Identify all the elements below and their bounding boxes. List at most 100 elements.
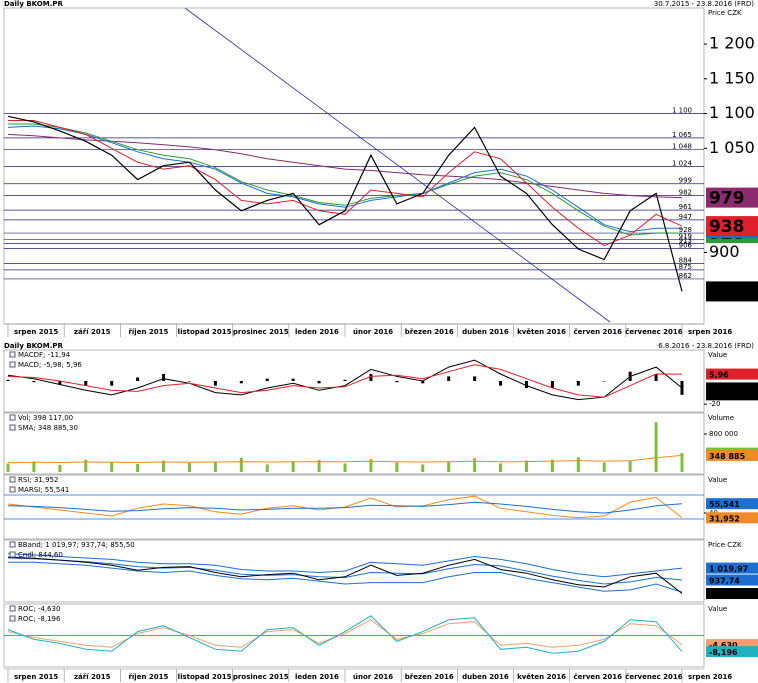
legend-label: Vol; 398 117,00 [18,414,73,422]
value-box-label: 844 [709,282,745,302]
legend-icon [9,541,16,548]
bar [499,381,503,386]
month-label: červen 2016 [573,673,622,681]
bar [602,381,606,382]
legend-icon [9,424,16,431]
value-box [706,368,758,380]
month-label-top: březen 2016 [405,328,454,336]
bar [550,381,554,388]
month-label-top: červenec 2016 [625,328,683,336]
bar [239,457,243,472]
legend-icon [9,486,16,493]
legend-label: MARSI; 55,541 [18,486,69,494]
value-box [706,562,758,574]
value-box [706,574,758,586]
bar [447,376,451,381]
axis-unit: Value [708,605,727,613]
bar [110,462,114,472]
bar [343,379,347,381]
axis-unit: Value [708,476,727,484]
value-box-label: 5,96 [709,371,729,380]
series-line [7,619,683,648]
series-line [7,359,683,401]
level-label: 928 [679,226,692,234]
value-box [706,281,758,302]
level-label: 1 100 [672,107,692,115]
bar [6,379,10,381]
bar [291,461,295,472]
bar [110,381,114,386]
legend-label: BBand; 1 019,97; 937,74; 855,50 [18,541,135,549]
y-tick-label: 1 150 [709,68,755,87]
legend-icon [9,361,16,368]
month-label-top: srpen 2016 [688,328,732,336]
value-box-label: 31,952 [709,514,740,523]
month-label: červenec 2016 [625,673,683,681]
y-tick-label: 900 [709,242,740,261]
value-box-label: 938 [709,217,745,237]
bar [58,381,62,385]
month-label-top: srpen 2015 [14,328,58,336]
month-label-top: prosinec 2015 [233,328,289,336]
bar [473,376,477,381]
value-box [706,389,758,401]
month-label: prosinec 2015 [233,673,289,681]
bar [395,462,399,472]
bar [473,458,477,472]
y-tick-label: -20 [709,400,720,408]
bar [213,462,217,472]
bar [421,464,425,472]
bar [32,461,36,472]
month-label: duben 2016 [462,673,509,681]
level-label: 1 048 [672,143,692,151]
series-line [7,495,683,519]
value-box-label: 1 019,97 [709,565,748,574]
value-box [706,216,758,237]
month-label: březen 2016 [405,673,454,681]
bar [421,381,425,384]
value-box-label: 348 885 [709,452,746,461]
level-label: 982 [679,189,692,197]
level-label: 884 [679,257,693,265]
bar [32,381,36,383]
bar [654,422,658,472]
series-line [7,115,683,292]
legend-icon [9,476,16,483]
series-line [7,556,683,594]
series-line [7,364,683,398]
month-label-top: leden 2016 [295,328,339,336]
level-label: 947 [679,213,692,221]
bar [187,381,191,382]
axis-unit: Volume [708,414,734,422]
month-label: srpen 2016 [688,673,732,681]
value-box [706,646,758,658]
value-box-label: 844,60 [709,590,740,599]
bar [369,459,373,472]
level-label: 919 [679,232,692,240]
month-label-top: duben 2016 [462,328,509,336]
panel-frame [3,412,705,475]
legend-label: RSI; 31,952 [18,476,58,484]
axis-unit: Price CZK [708,9,742,17]
legend-label: ROC; -8,196 [18,615,61,623]
level-label: 906 [679,241,693,249]
bar [680,381,684,395]
value-box [706,449,758,461]
bar [654,374,658,381]
legend-label: Cndl; 844,60 [18,551,63,559]
value-box-label: 55,541 [709,500,740,509]
value-box-label: 979 [709,189,745,209]
legend-label: MACD; -5,98; 5,96 [18,361,82,369]
value-box [706,382,758,394]
month-label-top: únor 2016 [353,328,393,336]
bar [576,381,580,386]
legend-icon [9,605,16,612]
axis-unit: Value [708,351,727,359]
panel-frame [3,349,705,413]
value-box-label: 937,74 [709,577,740,586]
month-label: říjen 2015 [128,673,168,681]
date-range: 30.7.2015 - 23.8.2016 (FRD) [654,0,754,8]
month-label: listopad 2015 [178,673,232,681]
bar [317,381,321,384]
